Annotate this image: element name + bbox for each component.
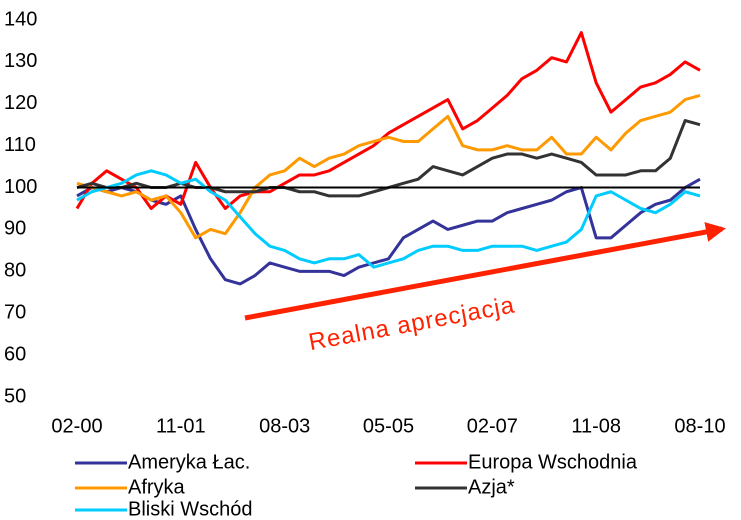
x-tick-label: 11-01 [156,415,206,437]
y-tick-label: 50 [4,385,26,407]
x-tick-label: 08-03 [259,415,310,437]
x-tick-label: 05-05 [363,415,414,437]
legend-label: Europa Wschodnia [468,451,638,473]
y-tick-label: 80 [4,260,26,282]
y-tick-label: 120 [4,92,37,114]
series-line [76,177,701,286]
legend-label: Ameryka Łac. [128,451,250,473]
trend-arrow [244,222,726,321]
legend-label: Bliski Wschód [128,498,252,520]
x-tick-label: 02-07 [467,415,518,437]
y-tick-label: 60 [4,343,26,365]
y-tick-label: 70 [4,302,26,324]
y-tick-label: 90 [4,218,26,240]
y-tick-label: 110 [4,134,36,156]
y-tick-label: 130 [4,50,37,72]
x-tick-label: 02-00 [51,415,102,437]
legend-label: Azja* [468,476,515,498]
x-tick-label: 11-08 [571,415,621,437]
y-tick-label: 140 [4,8,37,30]
series-line [76,169,701,269]
series-line [76,93,701,240]
y-tick-label: 100 [4,176,37,198]
x-tick-label: 08-10 [674,415,725,437]
legend-label: Afryka [128,476,186,498]
series-line [75,31,701,210]
